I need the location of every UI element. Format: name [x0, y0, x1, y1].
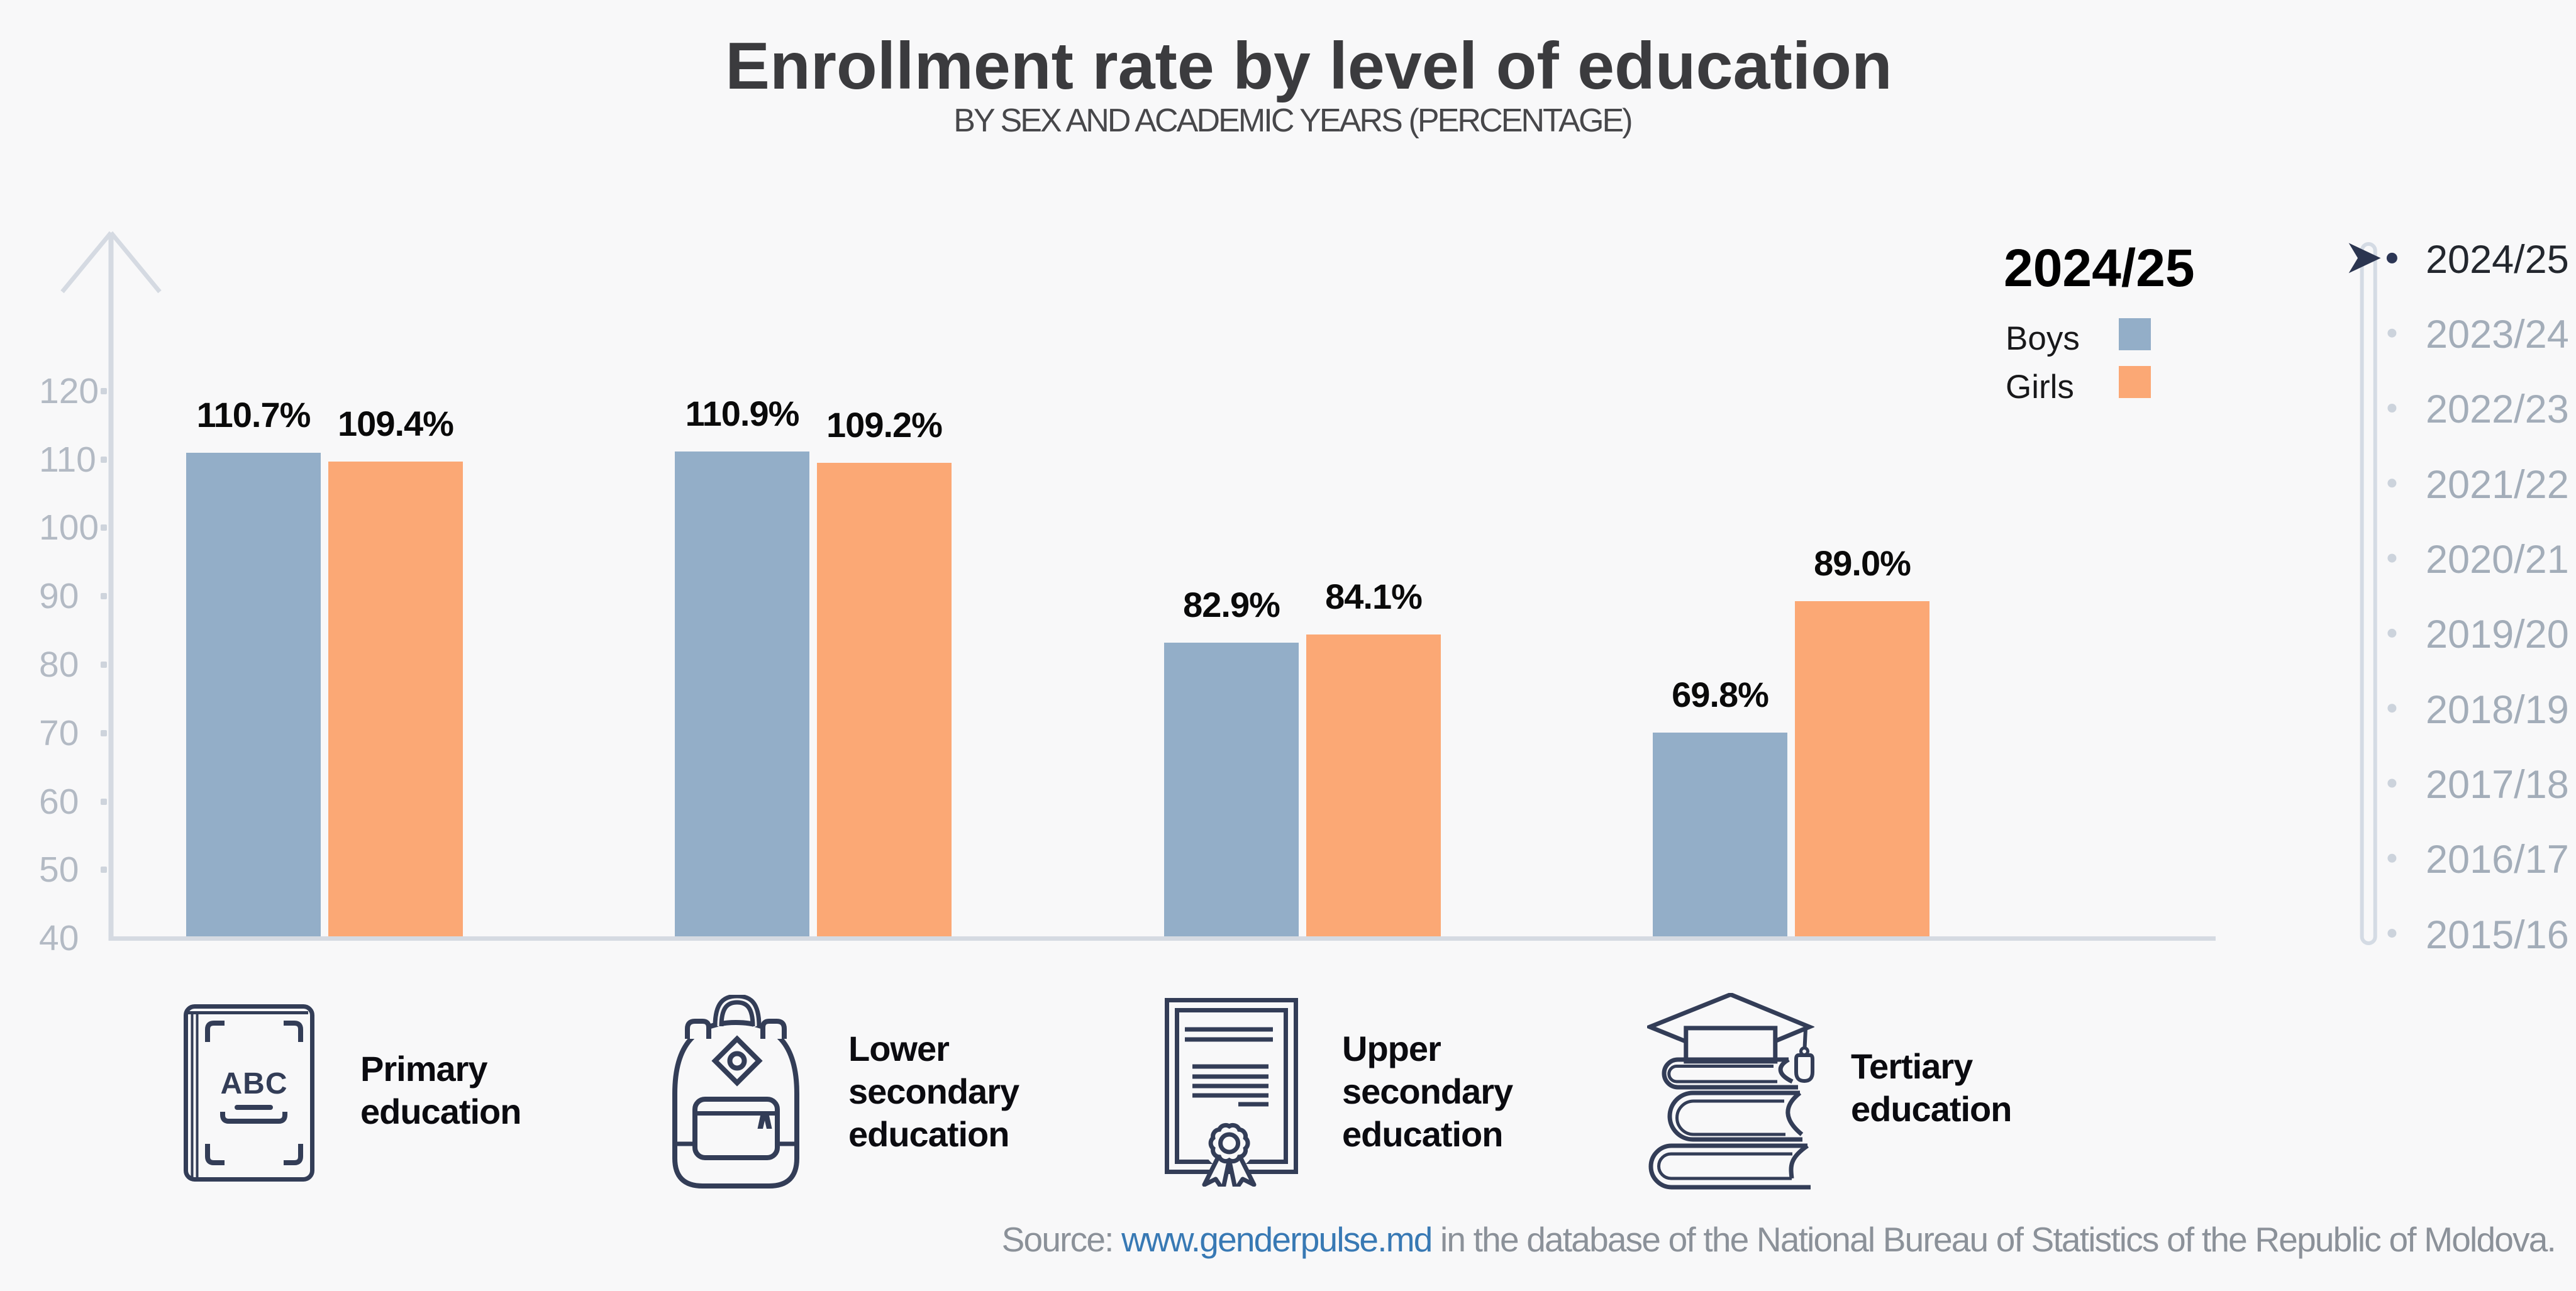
- svg-text:ABC: ABC: [221, 1067, 288, 1100]
